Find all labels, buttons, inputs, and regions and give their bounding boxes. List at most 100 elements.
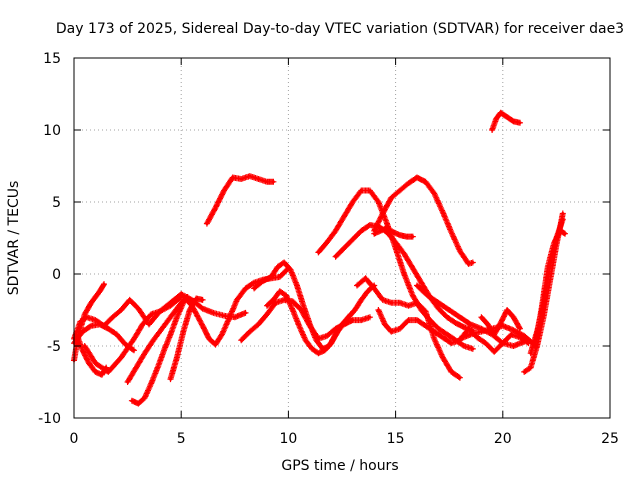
data-point xyxy=(381,298,385,302)
data-point xyxy=(220,333,224,336)
data-point xyxy=(376,308,380,312)
data-point xyxy=(512,119,515,123)
data-point xyxy=(501,341,505,345)
data-point xyxy=(98,289,102,293)
data-point xyxy=(132,337,136,341)
data-point xyxy=(297,324,301,328)
data-point xyxy=(141,322,145,326)
data-point xyxy=(353,308,357,312)
data-point xyxy=(329,341,333,345)
series-track-p xyxy=(371,174,476,267)
x-tick-label: 0 xyxy=(70,431,79,447)
data-point xyxy=(407,304,410,308)
data-point xyxy=(364,276,368,280)
data-point xyxy=(115,333,119,336)
data-point xyxy=(169,315,172,319)
data-point xyxy=(559,229,563,233)
data-point xyxy=(207,337,211,341)
data-point xyxy=(265,180,269,184)
data-point xyxy=(248,330,252,334)
data-point xyxy=(458,376,462,380)
data-point xyxy=(222,314,226,318)
data-point xyxy=(351,237,355,241)
data-point xyxy=(359,189,363,192)
data-point xyxy=(563,232,567,236)
data-point xyxy=(561,217,565,221)
series-track-g xyxy=(128,294,191,407)
y-tick-label: 0 xyxy=(52,267,61,283)
data-point xyxy=(252,281,256,285)
data-point xyxy=(368,315,372,319)
data-point xyxy=(256,322,260,326)
data-point xyxy=(490,128,494,132)
data-point xyxy=(479,330,483,334)
data-point xyxy=(89,301,93,305)
data-point xyxy=(512,328,515,332)
data-point xyxy=(299,308,303,312)
data-point xyxy=(458,337,462,341)
data-point xyxy=(316,351,320,355)
data-point xyxy=(284,294,288,298)
data-point xyxy=(244,311,247,315)
data-point xyxy=(136,402,140,406)
data-point xyxy=(276,265,280,269)
data-point xyxy=(83,344,87,348)
data-point xyxy=(376,200,380,204)
data-point xyxy=(336,330,340,334)
data-point xyxy=(265,304,269,308)
data-point xyxy=(301,304,305,308)
data-point xyxy=(499,111,503,115)
data-point xyxy=(437,301,440,305)
data-point xyxy=(392,230,395,234)
data-point xyxy=(509,333,513,336)
series-track-s xyxy=(375,307,532,355)
data-point xyxy=(128,298,132,302)
data-point xyxy=(437,307,440,311)
y-axis-label: SDTVAR / TECUs xyxy=(6,181,22,296)
data-point xyxy=(512,344,515,348)
data-point xyxy=(445,333,449,336)
data-point xyxy=(282,298,286,302)
data-point xyxy=(310,347,314,351)
data-point xyxy=(404,235,408,239)
data-point xyxy=(106,327,110,331)
data-point xyxy=(169,304,172,308)
data-point xyxy=(379,229,383,233)
data-point xyxy=(372,286,376,290)
data-point xyxy=(214,206,217,210)
data-point xyxy=(398,301,402,305)
data-point xyxy=(398,189,402,192)
data-point xyxy=(469,333,473,336)
data-point xyxy=(169,333,172,336)
data-point xyxy=(484,341,488,345)
data-point xyxy=(188,308,192,312)
data-point xyxy=(449,341,453,345)
data-point xyxy=(441,335,445,339)
data-point xyxy=(323,348,327,352)
data-point xyxy=(265,312,269,316)
y-tick-label: 5 xyxy=(52,195,61,211)
grid xyxy=(74,58,610,418)
data-point xyxy=(126,380,130,384)
data-point xyxy=(201,324,205,328)
data-point xyxy=(201,298,205,302)
data-point xyxy=(546,265,550,269)
data-point xyxy=(149,381,153,385)
data-point xyxy=(271,298,275,302)
data-point xyxy=(158,309,162,313)
data-point xyxy=(334,255,338,259)
data-point xyxy=(522,340,526,344)
data-point xyxy=(385,226,389,230)
data-point xyxy=(151,338,155,342)
plot-frame xyxy=(73,57,611,419)
data-point xyxy=(539,308,543,312)
data-point xyxy=(119,356,123,359)
data-point xyxy=(424,324,428,328)
data-point xyxy=(106,370,110,374)
data-point xyxy=(205,222,209,226)
data-point xyxy=(111,315,115,319)
data-point xyxy=(458,315,462,319)
data-point xyxy=(316,250,320,254)
data-point xyxy=(190,304,194,308)
